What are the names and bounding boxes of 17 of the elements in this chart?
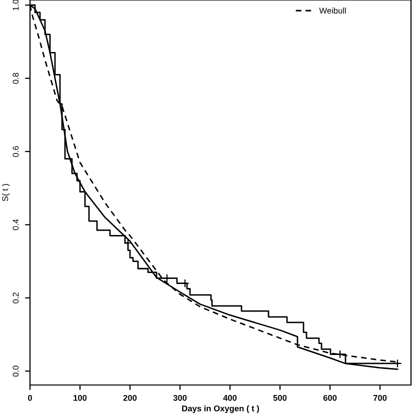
y-tick-label: 0.2 <box>12 292 19 304</box>
x-tick-label: 600 <box>323 394 337 401</box>
y-tick-label: 0.8 <box>12 72 19 84</box>
x-tick-label: 300 <box>173 394 187 401</box>
x-tick-label: 700 <box>373 394 387 401</box>
y-tick-label: 1.0 <box>12 0 19 10</box>
x-axis-title: Days in Oxygen ( t ) <box>182 405 259 414</box>
x-tick-label: 100 <box>74 394 87 401</box>
y-tick-label: 0.0 <box>12 366 19 377</box>
y-axis-title: S( t ) <box>2 184 10 202</box>
y-tick-label: 0.6 <box>12 146 19 157</box>
x-tick-label: 0 <box>28 394 32 401</box>
x-tick-label: 200 <box>123 394 137 401</box>
x-tick-label: 500 <box>273 394 287 401</box>
x-tick-label: 400 <box>223 394 237 401</box>
legend-label: Weibull <box>319 8 346 14</box>
y-tick-label: 0.4 <box>12 219 19 230</box>
